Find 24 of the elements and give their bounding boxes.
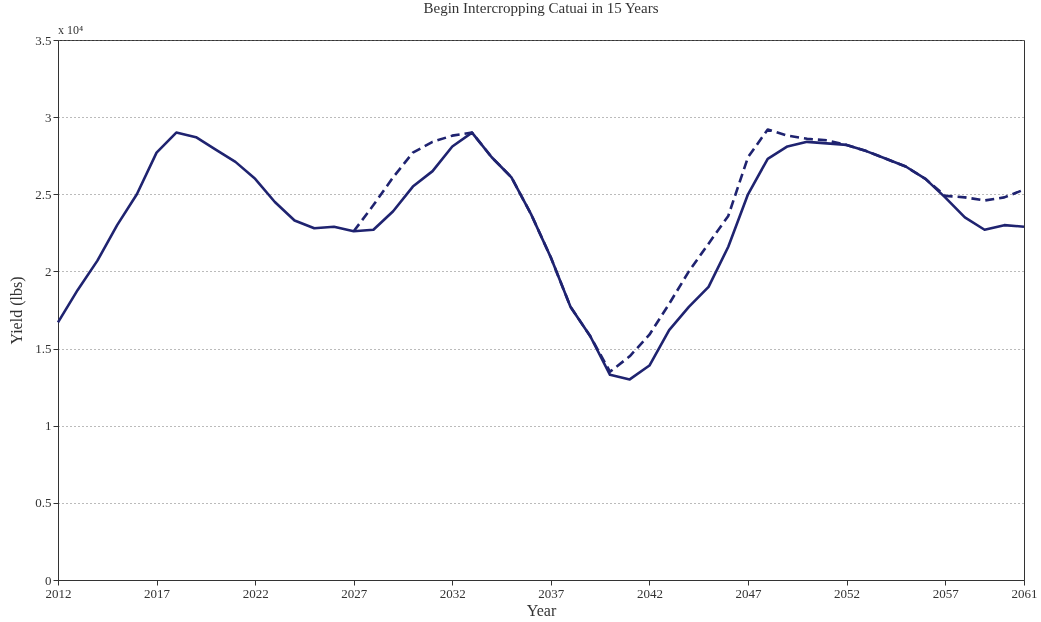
chart-title: Begin Intercropping Catuai in 15 Years	[423, 0, 659, 16]
x-tick-label: 2017	[144, 585, 171, 601]
x-tick-label: 2057	[932, 585, 960, 601]
x-tick-label: 2027	[341, 585, 368, 601]
y-tick-label: 3.5	[35, 32, 52, 48]
x-tick-label: 2032	[439, 585, 466, 601]
y-axis-title: Yield (lbs)	[8, 276, 27, 345]
x-tick-label: 2052	[834, 585, 861, 601]
x-tick-label: 2022	[242, 585, 269, 601]
x-tick-label: 2037	[538, 585, 565, 601]
x-tick-label: 2012	[45, 585, 72, 601]
x-tick-label: 2061	[1011, 585, 1038, 601]
line-series	[56, 131, 1026, 381]
x-tick-label: 2047	[735, 585, 762, 601]
y-tick-label: 0.5	[35, 495, 52, 511]
x-axis-title: Year	[526, 601, 557, 619]
y-tick-label: 0	[45, 572, 52, 588]
y-tick-label: 3	[45, 109, 52, 125]
y-tick-label: 1	[45, 418, 52, 434]
x-tick-label: 2042	[636, 585, 663, 601]
text: x 10⁴	[58, 23, 84, 37]
y-tick-label: 2	[45, 263, 52, 279]
y-tick-label: 1.5	[35, 341, 52, 357]
y-tick-label: 2.5	[35, 186, 52, 202]
